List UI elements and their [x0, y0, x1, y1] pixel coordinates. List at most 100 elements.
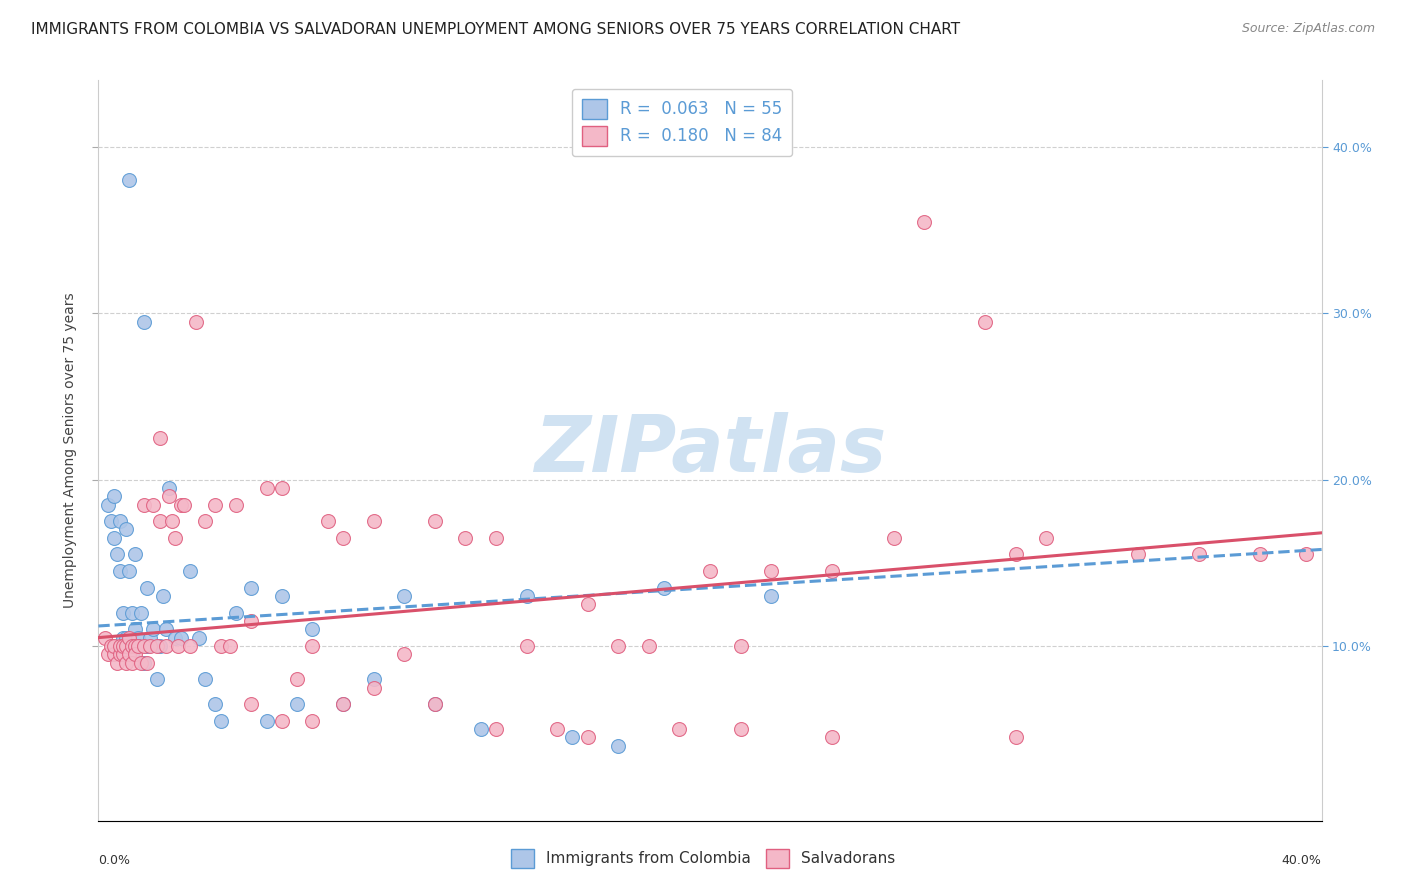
Point [103, 531, 125, 545]
Point [204, 498, 226, 512]
Point [607, 639, 630, 653]
Point [127, 639, 149, 653]
Point [332, 697, 354, 711]
Point [155, 639, 177, 653]
Point [179, 564, 201, 578]
Point [270, 714, 292, 728]
Point [97, 647, 120, 661]
Point [256, 481, 278, 495]
Point [912, 215, 935, 229]
Point [152, 589, 174, 603]
Point [730, 639, 752, 653]
Legend: R =  0.063   N = 55, R =  0.180   N = 84: R = 0.063 N = 55, R = 0.180 N = 84 [572, 88, 792, 156]
Point [392, 647, 416, 661]
Y-axis label: Unemployment Among Seniors over 75 years: Unemployment Among Seniors over 75 years [63, 293, 77, 608]
Point [100, 639, 122, 653]
Point [607, 739, 630, 753]
Point [124, 639, 146, 653]
Legend: Immigrants from Colombia, Salvadorans: Immigrants from Colombia, Salvadorans [505, 843, 901, 873]
Point [363, 514, 385, 528]
Point [256, 714, 278, 728]
Point [145, 672, 167, 686]
Point [301, 639, 323, 653]
Point [163, 631, 186, 645]
Point [576, 598, 599, 612]
Point [115, 631, 138, 645]
Point [170, 498, 193, 512]
Point [108, 639, 131, 653]
Point [105, 656, 128, 670]
Point [209, 639, 232, 653]
Point [134, 639, 156, 653]
Point [121, 606, 143, 620]
Point [546, 722, 568, 736]
Point [111, 606, 134, 620]
Point [454, 531, 477, 545]
Point [516, 639, 538, 653]
Point [142, 498, 165, 512]
Point [194, 514, 217, 528]
Point [157, 489, 180, 503]
Point [115, 639, 138, 653]
Point [332, 531, 354, 545]
Point [134, 656, 156, 670]
Point [204, 697, 226, 711]
Point [301, 623, 323, 637]
Point [111, 631, 134, 645]
Point [118, 639, 141, 653]
Point [270, 589, 292, 603]
Point [332, 697, 354, 711]
Point [170, 631, 193, 645]
Point [561, 731, 583, 745]
Point [974, 314, 997, 328]
Point [108, 514, 131, 528]
Point [93, 631, 115, 645]
Point [316, 514, 339, 528]
Point [129, 606, 152, 620]
Point [124, 548, 146, 562]
Point [363, 672, 385, 686]
Point [821, 564, 844, 578]
Point [485, 531, 508, 545]
Point [136, 581, 159, 595]
Point [883, 531, 905, 545]
Point [209, 714, 232, 728]
Point [219, 639, 242, 653]
Point [105, 548, 128, 562]
Point [1128, 548, 1150, 562]
Point [142, 623, 165, 637]
Point [637, 639, 661, 653]
Point [134, 498, 156, 512]
Point [225, 498, 247, 512]
Point [188, 631, 211, 645]
Point [1249, 548, 1271, 562]
Point [139, 631, 162, 645]
Point [124, 647, 146, 661]
Point [730, 722, 752, 736]
Point [121, 656, 143, 670]
Point [423, 697, 446, 711]
Point [652, 581, 675, 595]
Point [129, 656, 152, 670]
Point [240, 614, 263, 628]
Point [108, 647, 131, 661]
Point [127, 639, 149, 653]
Point [576, 731, 599, 745]
Point [163, 531, 186, 545]
Point [167, 639, 190, 653]
Point [423, 514, 446, 528]
Point [194, 672, 217, 686]
Point [1295, 548, 1317, 562]
Point [1035, 531, 1057, 545]
Point [270, 481, 292, 495]
Point [186, 314, 208, 328]
Point [118, 173, 141, 187]
Point [363, 681, 385, 695]
Point [160, 514, 183, 528]
Point [136, 639, 159, 653]
Point [1004, 731, 1026, 745]
Point [127, 631, 149, 645]
Point [149, 431, 172, 445]
Point [423, 697, 446, 711]
Point [121, 647, 143, 661]
